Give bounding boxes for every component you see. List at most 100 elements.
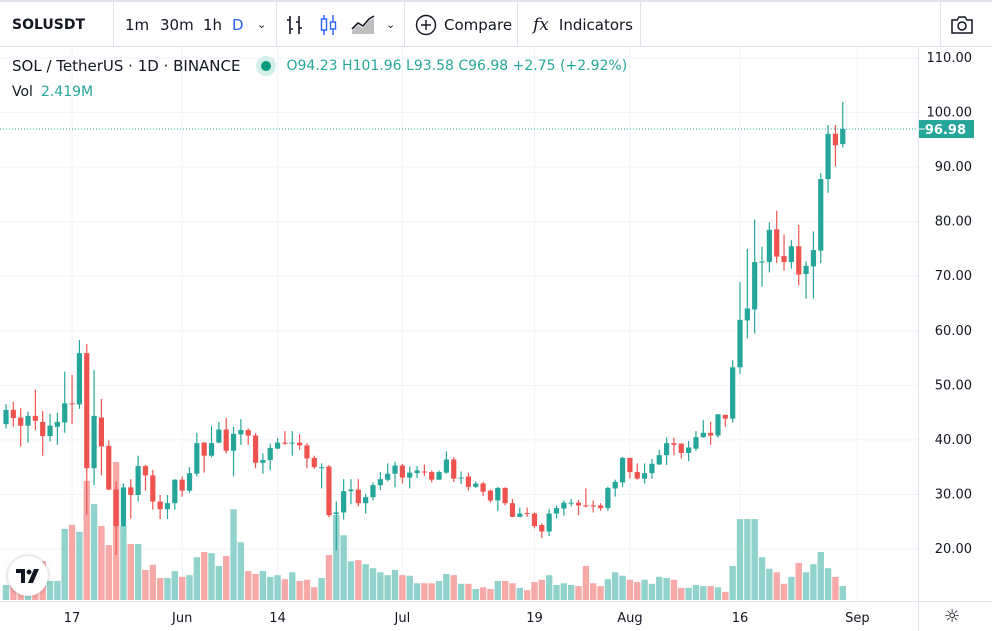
volume-bar (10, 584, 17, 600)
candle-body (377, 479, 383, 486)
candle-body (495, 487, 501, 501)
divider (517, 2, 518, 47)
volume-bar (457, 583, 465, 600)
candle-body (304, 445, 310, 459)
bars-style-icon[interactable] (285, 2, 305, 47)
candle-body (737, 319, 743, 368)
candle-body (436, 472, 442, 480)
indicators-label: Indicators (558, 15, 633, 34)
volume-bar (758, 557, 766, 600)
candle-body (297, 442, 303, 446)
chevron-down-icon[interactable]: ⌄ (257, 18, 267, 31)
interval-30m[interactable]: 30m (160, 15, 194, 34)
volume-bar (663, 578, 670, 600)
interval-1d[interactable]: D (232, 15, 244, 34)
candles-style-icon[interactable] (319, 2, 339, 47)
candle-body (62, 403, 68, 423)
candle-body (744, 308, 750, 321)
volume-bar (582, 565, 590, 600)
volume-bar (472, 589, 479, 600)
interval-1h[interactable]: 1h (203, 15, 223, 34)
candle-body (363, 497, 369, 504)
candle-body (3, 409, 9, 425)
price-tick-label: 40.00 (935, 433, 972, 448)
volume-bar (435, 580, 443, 600)
area-style-icon[interactable] (351, 2, 375, 47)
volume-bar (193, 557, 201, 600)
volume-bar (575, 586, 582, 600)
candle-body (708, 432, 714, 436)
volume-bar (523, 590, 531, 600)
interval-1m[interactable]: 1m (125, 15, 150, 34)
candle-body (539, 524, 545, 532)
candle-body (825, 133, 831, 180)
volume-bar (465, 583, 472, 600)
compare-button[interactable]: Compare (415, 2, 512, 47)
candle-body (810, 250, 816, 267)
volume-value: 2.419M (40, 84, 94, 100)
volume-bar (399, 575, 406, 600)
candle-body (385, 473, 391, 480)
volume-bar (824, 568, 832, 600)
time-tick-label: 14 (269, 611, 286, 626)
last-price-label: 96.98 (925, 123, 966, 138)
candle-body (619, 457, 626, 483)
volume-bar (303, 579, 311, 600)
volume-bar (369, 568, 377, 600)
candle-body (407, 472, 413, 478)
candle-body (664, 443, 670, 456)
volume-bar (142, 569, 149, 600)
candle-body (267, 448, 273, 461)
candle-body (774, 229, 780, 257)
candle-body (818, 179, 824, 251)
candle-body (274, 442, 281, 449)
volume-bar (501, 580, 509, 600)
price-tick-label: 30.00 (935, 487, 972, 502)
volume-bar (98, 526, 105, 600)
divider (404, 2, 405, 47)
candle-body (319, 467, 325, 469)
camera-icon[interactable] (950, 2, 974, 47)
candle-body (465, 476, 472, 487)
volume-bar (634, 582, 641, 600)
price-tick-label: 70.00 (935, 269, 972, 284)
volume-bar (626, 579, 634, 600)
volume-legend: Vol 2.419M (12, 84, 93, 100)
volume-bar (83, 480, 90, 600)
volume-bar (707, 586, 714, 600)
candle-body (634, 472, 640, 479)
candle-body (91, 415, 97, 469)
candle-body (311, 457, 317, 468)
settings-gear-icon[interactable]: ☼ (944, 606, 961, 627)
volume-bar (479, 587, 487, 600)
volume-bar (817, 552, 824, 600)
symbol-search-button[interactable]: SOLUSDT (12, 16, 86, 33)
candle-body (106, 445, 112, 490)
volume-bar (692, 584, 700, 600)
candle-body (700, 432, 706, 438)
volume-bar (560, 583, 568, 600)
price-chart[interactable]: 110.00 100.00 90.00 80.00 70.00 60.00 50.00 40.… (0, 47, 992, 631)
candle-body (759, 261, 765, 263)
time-tick-label: Aug (617, 611, 642, 626)
candle-body (781, 256, 787, 263)
volume-bar (61, 528, 68, 600)
volume-bar (164, 578, 171, 600)
candle-body (186, 473, 193, 491)
divider (940, 2, 941, 47)
tradingview-logo[interactable] (8, 556, 48, 596)
price-tick-label: 50.00 (935, 378, 972, 393)
volume-bar (46, 580, 54, 600)
candle-body (568, 502, 574, 504)
chevron-down-icon[interactable]: ⌄ (386, 18, 396, 31)
candle-body (752, 262, 758, 310)
volume-bar (619, 575, 626, 600)
indicators-button[interactable]: fx Indicators (533, 2, 633, 47)
candle-body (671, 443, 677, 445)
candle-body (480, 483, 486, 492)
volume-bar (766, 568, 773, 600)
volume-bar (171, 571, 179, 600)
volume-bar (134, 543, 142, 600)
volume-bar (678, 587, 685, 600)
volume-bar (597, 586, 604, 600)
